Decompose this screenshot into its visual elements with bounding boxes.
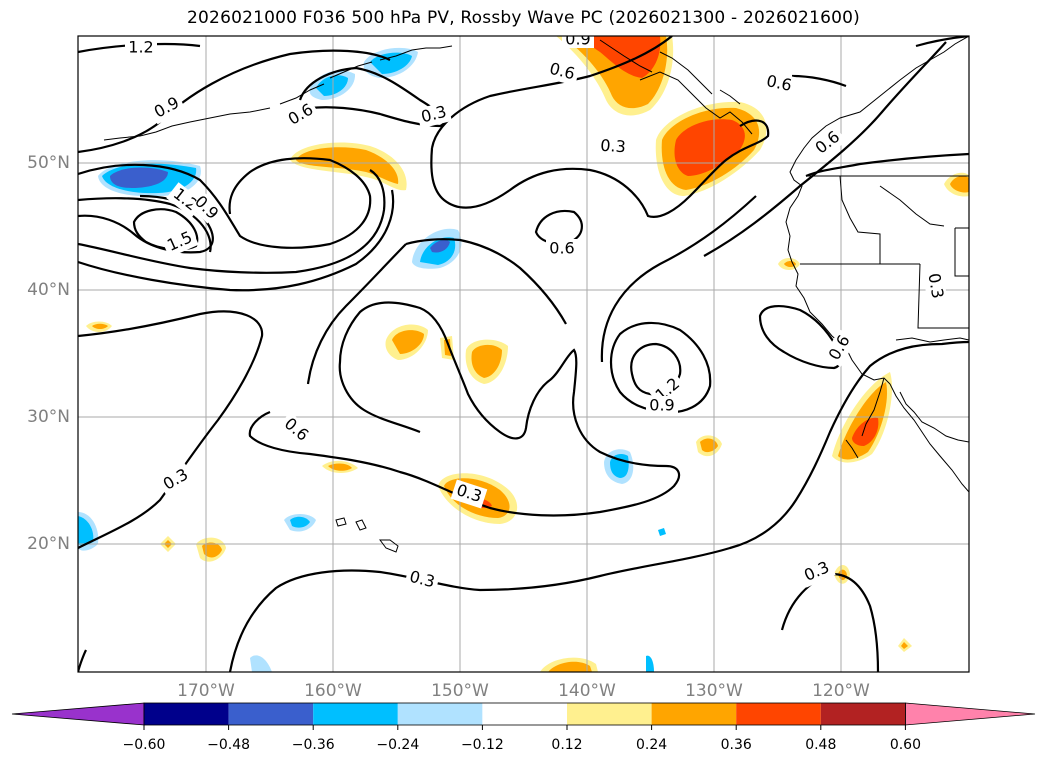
positive-anomaly-coast-core: [838, 382, 888, 460]
negative-anomaly-west-inner: [110, 167, 168, 188]
latitude-labels: 50°N 40°N 30°N 20°N: [27, 153, 70, 554]
lon-label: 150°W: [431, 681, 489, 701]
contour-label: 0.6: [549, 239, 574, 258]
map-frame: [77, 35, 970, 673]
positive-anomaly-northeast-inner: [576, 36, 661, 78]
colorbar-tick-label: −0.60: [123, 737, 166, 753]
positive-anomaly-coast-inner: [852, 417, 879, 446]
positive-anomaly-central-1-core: [392, 330, 424, 354]
colorbar-tick-label: 0.12: [551, 737, 582, 753]
colorbar-tick-label: −0.24: [376, 737, 419, 753]
positive-anomaly-central-3-core: [444, 339, 451, 356]
colorbar-segment: [313, 703, 398, 725]
positive-anomaly-central-2-core: [471, 344, 502, 378]
colorbar-min-extension: [11, 702, 145, 726]
positive-anomaly-east-inner: [674, 119, 745, 176]
colorbar-tick-label: −0.48: [207, 737, 250, 753]
colorbar-segment: [820, 703, 906, 725]
colorbar-tick-label: 0.60: [890, 737, 921, 753]
colorbar-tick-label: −0.12: [461, 737, 504, 753]
contour-label: 0.3: [600, 136, 627, 157]
colorbar-segment: [228, 703, 314, 725]
colorbar-tick-label: 0.24: [636, 737, 667, 753]
positive-anomaly-small-7-core: [784, 261, 796, 267]
contour-label: 1.2: [128, 38, 153, 57]
contour-label: 0.9: [565, 30, 590, 49]
negative-anomaly-central-inner: [430, 240, 450, 253]
positive-anomaly-west-core: [296, 147, 399, 184]
colorbar-segment: [482, 703, 567, 725]
lat-label: 50°N: [27, 153, 70, 173]
negative-anomaly-small-dot: [658, 528, 666, 536]
negative-anomaly-bottom-2: [646, 655, 654, 672]
lon-label: 140°W: [558, 681, 616, 701]
contour-label: 0.6: [765, 71, 794, 95]
figure-title: 2026021000 F036 500 hPa PV, Rossby Wave …: [187, 8, 860, 28]
colorbar-segment: [397, 703, 483, 725]
colorbar-tick-label: 0.48: [805, 737, 836, 753]
colorbar-segment: [651, 703, 737, 725]
coastlines: [103, 36, 969, 553]
lat-label: 40°N: [27, 280, 70, 300]
negative-anomaly-southwest-edge-core: [78, 516, 94, 546]
contour-label: 0.9: [649, 396, 674, 415]
positive-anomaly-small-8-core: [950, 176, 969, 193]
colorbar-segment: [144, 703, 229, 725]
contour-label: 0.3: [924, 272, 947, 300]
positive-anomaly-small-1-core: [92, 323, 108, 329]
negative-anomaly-small-sw-core: [290, 516, 310, 528]
lon-label: 170°W: [177, 681, 235, 701]
colorbar-tick-label: −0.36: [292, 737, 335, 753]
negative-anomaly-north-1-core: [316, 75, 348, 96]
lon-label: 130°W: [685, 681, 743, 701]
positive-anomaly-small-3-core: [202, 542, 222, 558]
colorbar-segment: [567, 703, 652, 725]
lon-label: 160°W: [304, 681, 362, 701]
positive-anomaly-small-5-core: [548, 661, 592, 672]
negative-anomaly-north-2-core: [370, 52, 412, 74]
colorbar-max-extension: [905, 702, 1036, 726]
negative-anomaly-bottom: [250, 655, 272, 672]
colorbar-tick-label: 0.36: [721, 737, 752, 753]
longitude-labels: 170°W 160°W 150°W 140°W 130°W 120°W: [177, 681, 870, 701]
positive-anomaly-small-2-core: [328, 463, 352, 471]
lat-label: 20°N: [27, 534, 70, 554]
contour-label-group: 1.2 0.9 0.6 0.3 0.6 0.6 0.3 0.6 1.2 0.9 …: [125, 30, 948, 594]
lon-label: 120°W: [812, 681, 870, 701]
colorbar-segment: [736, 703, 821, 725]
lat-label: 30°N: [27, 407, 70, 427]
positive-anomaly-small-10-core: [901, 642, 908, 649]
colorbar: −0.60 −0.48 −0.36 −0.24 −0.12 0.12 0.24 …: [11, 702, 1036, 753]
